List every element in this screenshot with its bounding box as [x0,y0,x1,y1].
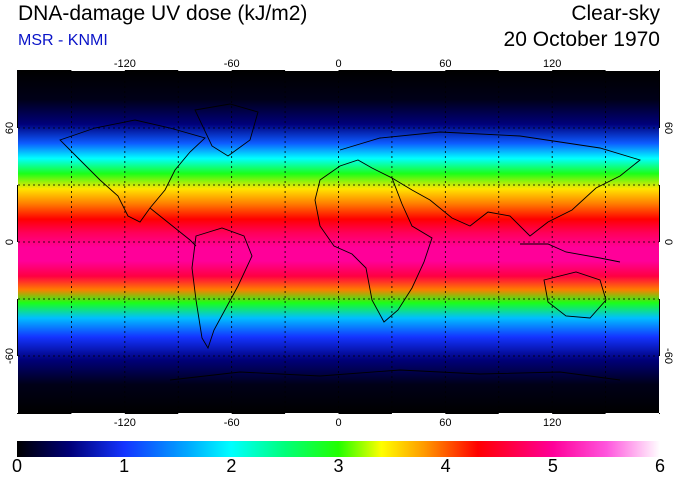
lat-tick-label: -60 [4,348,16,364]
indonesia-outline [520,243,621,263]
lon-tick-label: -60 [224,417,240,429]
colorbar-tick-label: 2 [226,456,237,476]
lon-tick-label: -60 [224,58,240,70]
north-america-outline [59,119,206,223]
lat-labels-left: 60 0 -60 [4,122,16,364]
colorbar-tick-label: 0 [11,456,23,476]
lon-labels-top: -120 -60 0 60 120 [114,58,562,70]
graticule [18,71,659,413]
colorbar [17,441,660,457]
lat-tick-label: 0 [662,239,674,245]
south-america-outline [191,227,253,350]
colorbar-tick-label: 1 [119,456,130,476]
colorbar-tick-label: 4 [440,456,451,476]
map-date: 20 October 1970 [503,28,660,51]
colorbar-tick-label: 3 [333,456,344,476]
lon-tick-label: 120 [543,58,561,70]
lon-tick-label: 0 [335,417,341,429]
lon-tick-label: 60 [439,58,451,70]
europe-africa-outline [314,159,433,323]
eurasia-outline [339,131,641,237]
lat-tick-label: 0 [4,239,16,245]
source-label: MSR - KNMI [18,32,108,49]
central-america-outline [149,207,197,247]
lat-labels-right: 60 0 -60 [662,122,674,364]
coastlines [59,103,641,381]
lon-tick-label: 0 [335,58,341,70]
lat-tick-label: 60 [4,122,16,134]
lon-tick-label: 60 [439,417,451,429]
sky-condition: Clear-sky [571,2,660,25]
lon-tick-label: -120 [114,58,136,70]
greenland-outline [194,103,259,157]
lat-tick-label: -60 [662,348,674,364]
australia-outline [543,271,607,319]
lat-tick-label: 60 [662,122,674,134]
colorbar-tick-label: 6 [654,456,666,476]
antarctica-outline [169,369,621,381]
map-axes [16,69,661,415]
lon-labels-bottom: -120 -60 0 60 120 [114,417,562,429]
map-title: DNA-damage UV dose (kJ/m2) [18,2,308,25]
lon-tick-label: -120 [114,417,136,429]
colorbar-tick-label: 5 [547,456,558,476]
lon-tick-label: 120 [543,417,561,429]
